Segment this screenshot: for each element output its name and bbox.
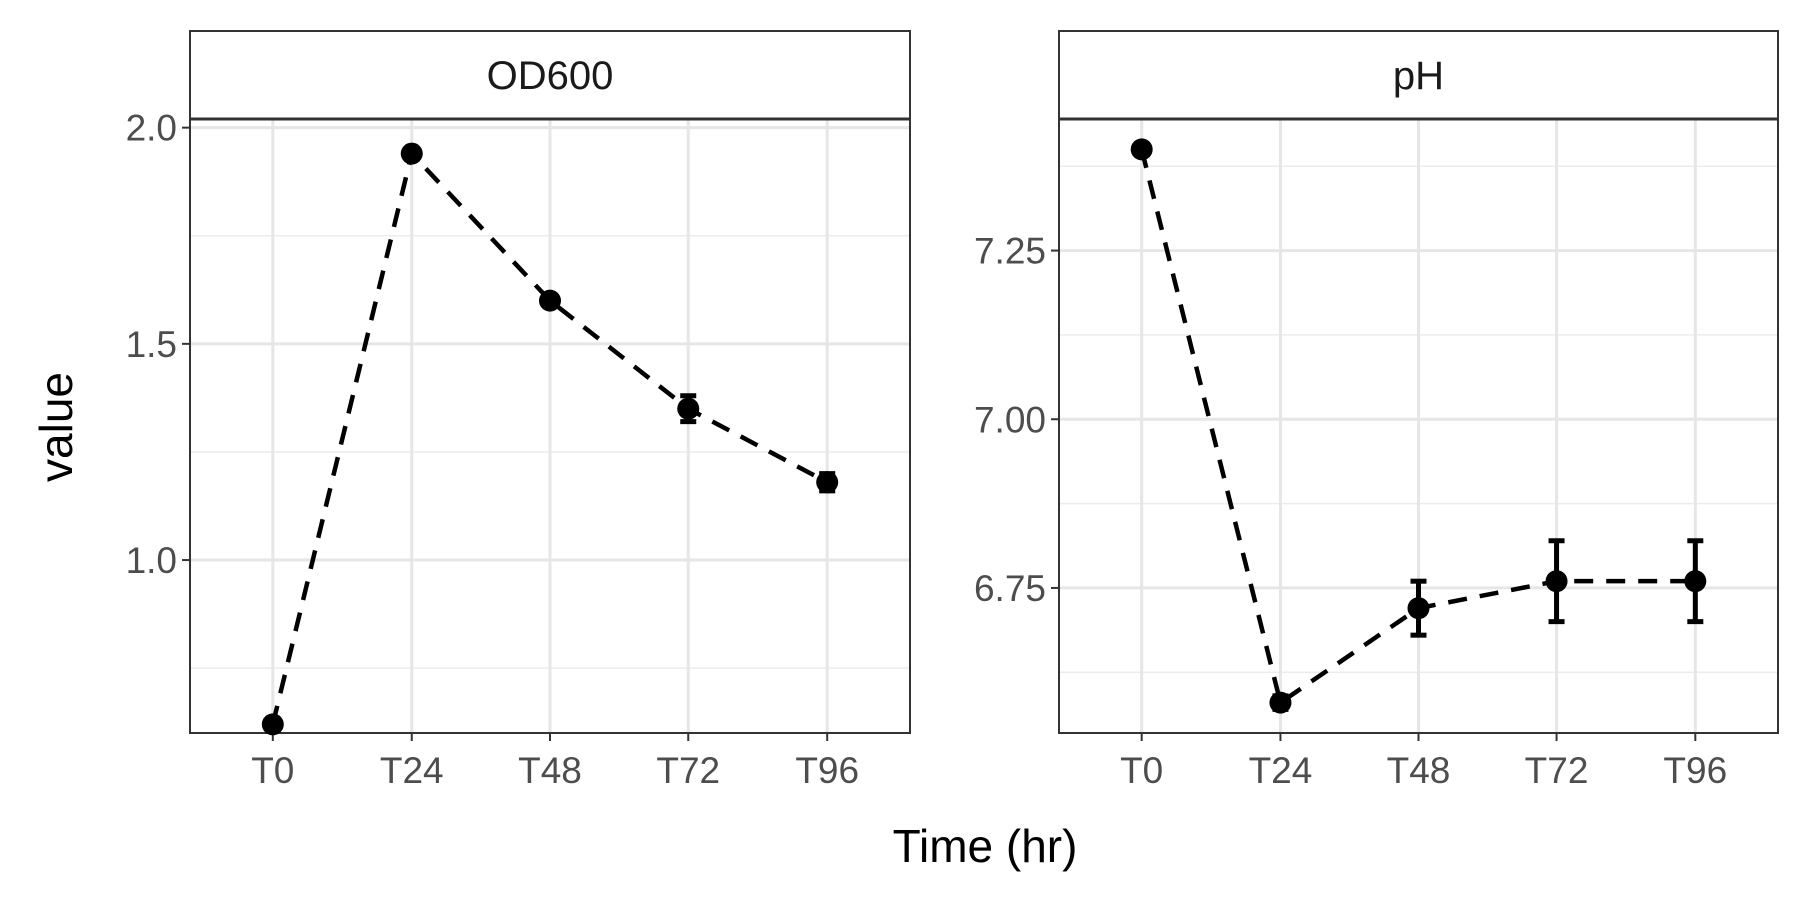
data-point (1684, 570, 1707, 593)
data-point (1269, 691, 1292, 714)
y-tick-label: 7.00 (974, 399, 1046, 440)
data-point (1545, 570, 1568, 593)
strip-background (189, 30, 911, 120)
panel-1: OD600 1.0 1.5 2.0 T0 T24 T48 T72 T96 (126, 30, 911, 791)
y-tick-label: 6.75 (974, 568, 1046, 609)
data-point (677, 397, 700, 420)
x-tick-label: T24 (1249, 750, 1313, 791)
data-point (1130, 138, 1153, 161)
x-tick-label: T72 (1525, 750, 1589, 791)
x-tick-label: T0 (251, 750, 294, 791)
data-point (1407, 597, 1430, 620)
y-axis-title: value (30, 372, 82, 482)
strip-background (1058, 30, 1779, 120)
data-point (539, 289, 561, 312)
x-tick-label: T48 (518, 750, 582, 791)
panels-layer: OD600 1.0 1.5 2.0 T0 T24 T48 T72 T96 pH 6.75 7.00 7.… (126, 30, 1779, 791)
x-tick-label: T0 (1120, 750, 1163, 791)
x-tick-label: T48 (1387, 750, 1451, 791)
data-point (816, 471, 839, 494)
y-tick-label: 7.25 (974, 231, 1046, 272)
x-tick-label: T24 (380, 750, 444, 791)
x-tick-label: T72 (656, 750, 720, 791)
data-point (261, 713, 284, 736)
y-tick-label: 1.5 (126, 324, 177, 365)
panel-2: pH 6.75 7.00 7.25 T0 T24 T48 T72 T96 (974, 30, 1779, 791)
data-point (400, 142, 423, 165)
series-line (270, 149, 829, 725)
x-tick-label: T96 (1663, 750, 1727, 791)
y-tick-label: 2.0 (126, 108, 177, 149)
x-axis-title: Time (hr) (893, 820, 1078, 872)
y-tick-label: 1.0 (126, 540, 177, 581)
strip-label: pH (1393, 54, 1444, 98)
x-tick-label: T96 (795, 750, 859, 791)
strip-label: OD600 (487, 54, 614, 98)
